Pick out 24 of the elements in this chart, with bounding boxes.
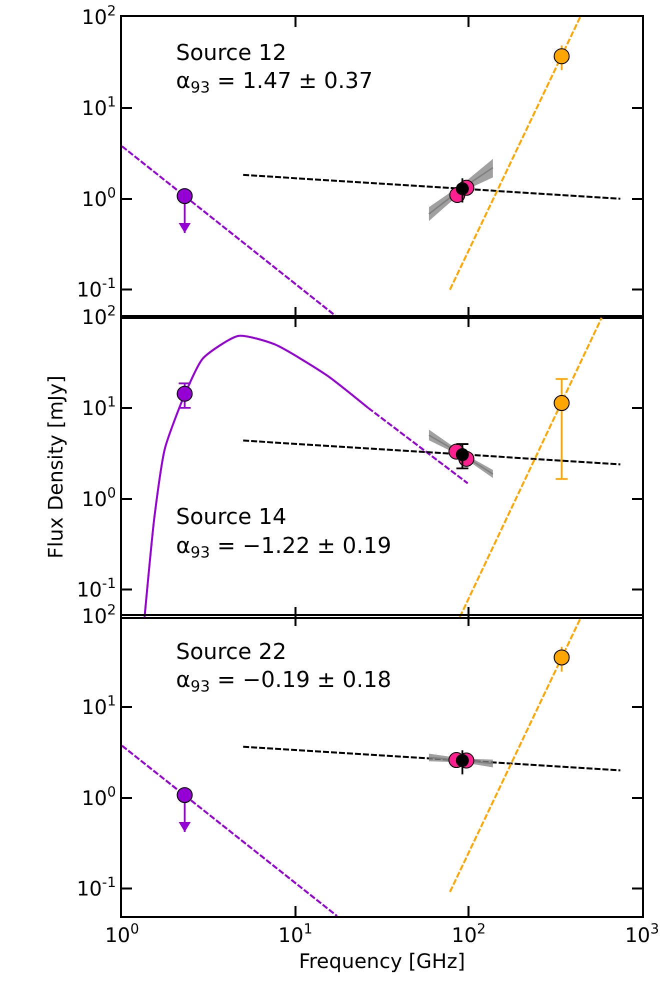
annotation: α$_{93}$ = 1.47 ± 0.37	[176, 69, 373, 97]
annotation: α$_{93}$ = −1.22 ± 0.19	[176, 534, 392, 562]
annotation: Source 14	[176, 505, 287, 530]
y-tick-label: 10$^{-1}$	[76, 875, 116, 901]
annotation: α$_{93}$ = −0.19 ± 0.18	[176, 668, 392, 696]
y-tick-label: 10$^{1}$	[82, 394, 116, 420]
x-tick-label: 10$^{0}$	[104, 922, 140, 947]
y-tick-label: 10$^{1}$	[82, 693, 116, 719]
x-tick-label: 10$^{3}$	[624, 922, 660, 947]
y-tick-label: 10$^{0}$	[82, 784, 116, 810]
y-axis-title: Flux Density [mJy]	[44, 375, 68, 559]
x-tick-label: 10$^{2}$	[451, 922, 486, 947]
y-tick-label: 10$^{0}$	[82, 485, 116, 511]
y-tick-label: 10$^{-1}$	[76, 276, 116, 302]
y-tick-label: 10$^{2}$	[82, 602, 116, 628]
annotation: Source 22	[176, 640, 287, 665]
y-tick-label: 10$^{2}$	[82, 304, 116, 329]
x-tick-label: 10$^{1}$	[278, 922, 313, 947]
y-tick-label: 10$^{1}$	[82, 94, 116, 120]
y-tick-label: 10$^{2}$	[82, 4, 116, 29]
annotation: Source 12	[176, 41, 287, 66]
y-tick-label: 10$^{-1}$	[76, 576, 116, 602]
y-tick-label: 10$^{0}$	[82, 185, 116, 211]
x-axis-title: Frequency [GHz]	[298, 949, 466, 973]
